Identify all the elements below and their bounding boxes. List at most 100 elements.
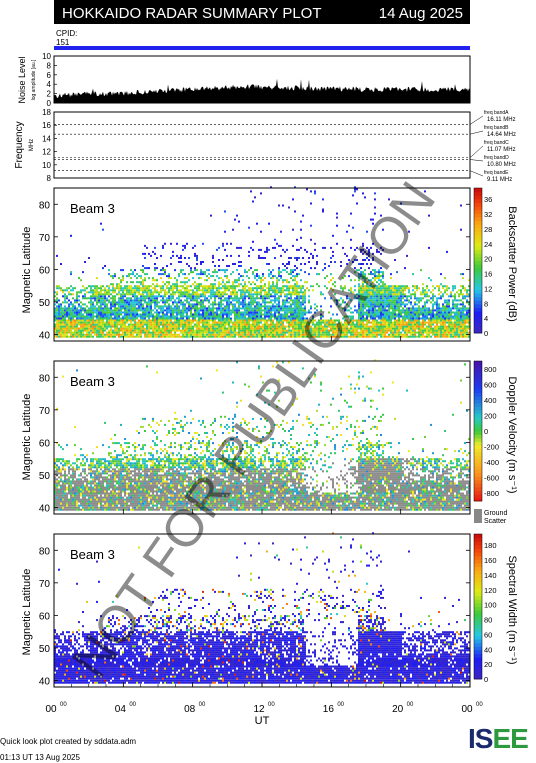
power-cell	[366, 277, 368, 280]
power-cell	[96, 293, 98, 296]
power-cell	[436, 331, 438, 334]
power-cell	[120, 279, 122, 282]
power-cell	[108, 273, 110, 276]
power-cell	[334, 293, 336, 296]
power-cell	[274, 311, 276, 314]
power-cell	[134, 287, 136, 290]
power-cell	[248, 321, 250, 324]
power-cell	[132, 293, 134, 296]
power-cell	[176, 287, 178, 290]
power-cell	[184, 299, 186, 302]
power-cell	[78, 305, 80, 308]
power-cell	[298, 285, 300, 288]
power-cell	[292, 275, 294, 278]
power-cell	[108, 295, 110, 298]
power-cell	[196, 273, 198, 276]
power-cell	[270, 299, 272, 302]
power-cell	[148, 327, 150, 330]
power-cell	[160, 307, 162, 310]
power-cell	[200, 317, 202, 320]
power-cell	[290, 331, 292, 334]
power-cell	[218, 319, 220, 322]
power-cell	[430, 335, 432, 338]
power-cell	[74, 319, 76, 322]
power-cell	[362, 259, 364, 261]
power-cell	[408, 295, 410, 298]
power-cell	[202, 309, 204, 312]
power-cell	[356, 335, 358, 338]
power-cell	[436, 333, 438, 336]
power-cell	[166, 291, 168, 294]
power-cell	[334, 335, 336, 338]
power-cell	[216, 303, 218, 306]
power-cell	[254, 301, 256, 304]
power-cell	[206, 335, 208, 338]
power-cell	[200, 273, 202, 276]
power-cell	[280, 329, 282, 332]
power-cell	[362, 295, 364, 298]
power-cell	[254, 283, 256, 286]
power-cell	[134, 321, 136, 324]
power-cell	[220, 325, 222, 328]
power-cell	[246, 271, 248, 274]
power-cell	[206, 321, 208, 324]
power-cell	[198, 313, 200, 316]
power-cell	[280, 295, 282, 298]
power-cell	[248, 250, 250, 253]
power-cell	[90, 291, 92, 294]
power-cell	[440, 313, 442, 316]
power-cell	[298, 297, 300, 300]
power-cell	[436, 299, 438, 302]
power-cell	[260, 285, 262, 288]
power-cell	[420, 309, 422, 312]
power-cell	[164, 313, 166, 316]
power-cell	[58, 325, 60, 328]
power-cell	[460, 331, 462, 334]
power-cell	[448, 319, 450, 322]
power-cell	[396, 287, 398, 290]
power-cell	[336, 333, 338, 336]
power-cell	[122, 327, 124, 330]
power-cell	[92, 301, 94, 304]
power-cell	[234, 281, 236, 284]
power-cell	[136, 307, 138, 310]
power-cell	[304, 319, 306, 322]
power-cell	[92, 289, 94, 292]
power-cell	[366, 335, 368, 338]
power-cell	[420, 307, 422, 310]
power-cell	[62, 295, 64, 298]
power-cell	[450, 335, 452, 338]
power-cell	[240, 261, 242, 263]
power-cell	[298, 315, 300, 318]
power-cell	[186, 285, 188, 288]
power-cell	[442, 329, 444, 332]
power-cell	[146, 293, 148, 296]
power-cell	[80, 291, 82, 294]
power-cell	[408, 301, 410, 304]
power-cell	[186, 291, 188, 294]
power-cell	[254, 333, 256, 336]
power-cell	[132, 329, 134, 332]
power-cell	[386, 329, 388, 332]
power-cell	[354, 188, 356, 191]
power-cell	[230, 311, 232, 314]
power-cell	[212, 261, 214, 263]
power-cell	[86, 315, 88, 318]
power-cell	[156, 297, 158, 300]
power-cell	[276, 317, 278, 320]
power-cell	[254, 325, 256, 328]
power-cell	[130, 335, 132, 338]
power-cell	[240, 246, 242, 249]
power-cell	[300, 220, 302, 223]
power-cell	[200, 293, 202, 296]
power-cell	[304, 309, 306, 312]
power-cell	[304, 281, 306, 284]
power-cell	[452, 321, 454, 324]
power-cell	[272, 315, 274, 318]
power-cell	[156, 321, 158, 324]
power-cell	[308, 311, 310, 314]
power-cell	[78, 291, 80, 294]
power-cell	[98, 321, 100, 324]
power-cell	[262, 295, 264, 298]
power-cell	[196, 301, 198, 304]
